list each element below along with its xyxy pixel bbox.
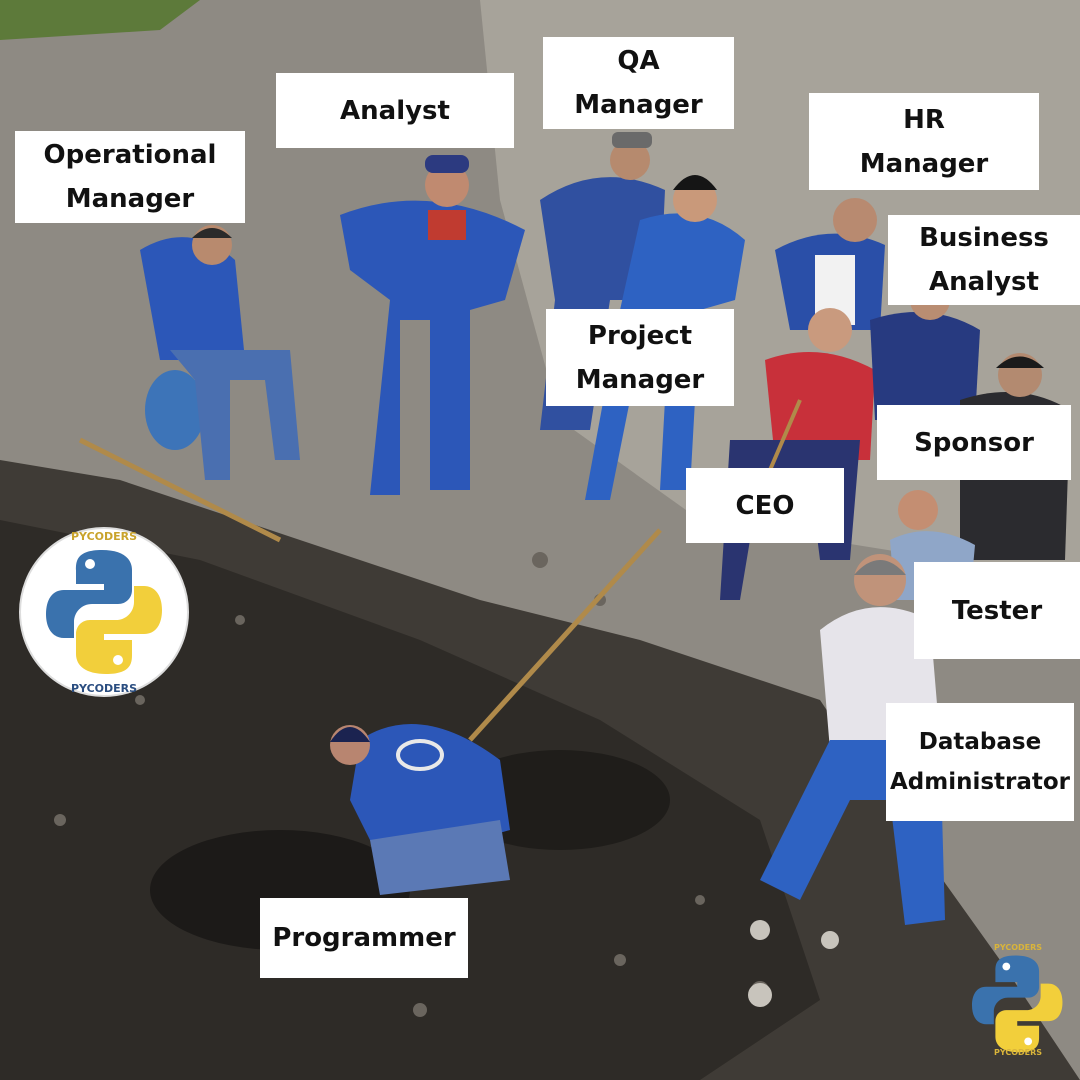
- brand-top-text: PYCODERS: [71, 530, 137, 543]
- label-ceo: CEO: [686, 468, 844, 543]
- pycoders-logo-large: PYCODERS PYCODERS: [19, 527, 189, 697]
- brand-bottom-text: PYCODERS: [71, 682, 137, 695]
- label-database-administrator: Database Administrator: [886, 703, 1074, 821]
- brand-top-text-small: PYCODERS: [994, 943, 1042, 952]
- label-programmer: Programmer: [260, 898, 468, 978]
- label-sponsor: Sponsor: [877, 405, 1071, 480]
- python-logo-icon: [972, 955, 1063, 1053]
- brand-bottom-text-small: PYCODERS: [994, 1048, 1042, 1057]
- label-project-manager: Project Manager: [546, 309, 734, 406]
- label-business-analyst: Business Analyst: [888, 215, 1080, 305]
- label-tester: Tester: [914, 562, 1080, 659]
- label-operational-manager: Operational Manager: [15, 131, 245, 223]
- pycoders-logo-small: PYCODERS PYCODERS: [972, 943, 1063, 1057]
- label-hr-manager: HR Manager: [809, 93, 1039, 190]
- python-logo-icon: [46, 550, 162, 674]
- label-analyst: Analyst: [276, 73, 514, 148]
- label-qa-manager: QA Manager: [543, 37, 734, 129]
